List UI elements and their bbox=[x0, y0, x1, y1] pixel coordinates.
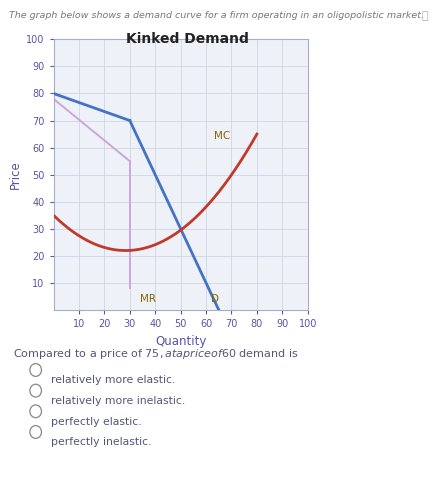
Text: relatively more inelastic.: relatively more inelastic. bbox=[51, 396, 186, 406]
Text: Compared to a price of $75, at a price of $60 demand is: Compared to a price of $75, at a price o… bbox=[13, 347, 299, 361]
Text: Kinked Demand: Kinked Demand bbox=[126, 32, 249, 46]
Text: D: D bbox=[211, 294, 219, 304]
Text: The graph below shows a demand curve for a firm operating in an oligopolistic ma: The graph below shows a demand curve for… bbox=[9, 11, 424, 20]
Text: perfectly elastic.: perfectly elastic. bbox=[51, 417, 142, 427]
Text: MR: MR bbox=[140, 294, 156, 304]
Y-axis label: Price: Price bbox=[9, 160, 22, 189]
Text: perfectly inelastic.: perfectly inelastic. bbox=[51, 437, 152, 447]
X-axis label: Quantity: Quantity bbox=[155, 335, 206, 347]
Text: MC: MC bbox=[214, 131, 230, 142]
Text: relatively more elastic.: relatively more elastic. bbox=[51, 375, 176, 385]
Text: ⓘ: ⓘ bbox=[421, 11, 428, 21]
